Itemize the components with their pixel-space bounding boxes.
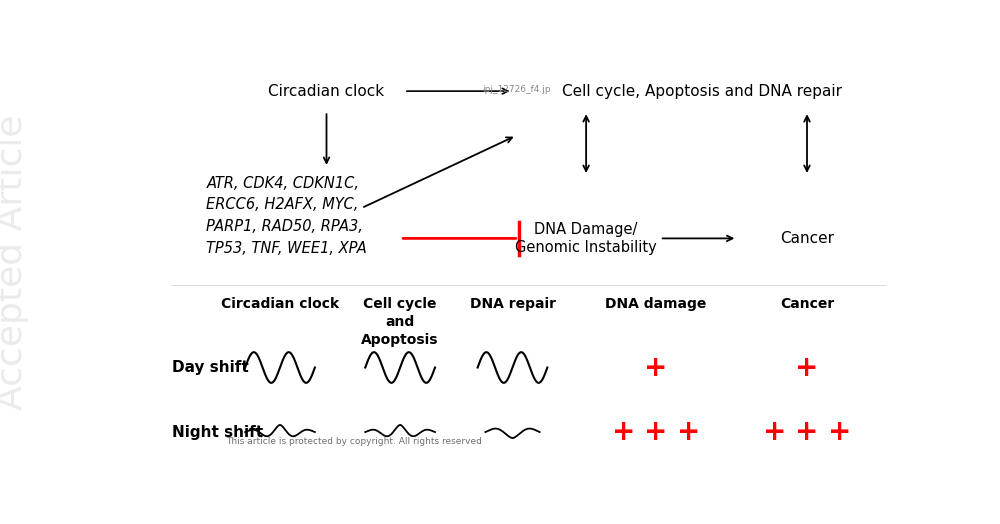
Text: ipj_12726_f4.jp: ipj_12726_f4.jp bbox=[482, 84, 551, 94]
Text: +: + bbox=[795, 354, 819, 381]
Text: +: + bbox=[644, 354, 668, 381]
Text: +: + bbox=[763, 418, 786, 446]
Text: Cell cycle
and
Apoptosis: Cell cycle and Apoptosis bbox=[361, 297, 439, 346]
Text: Night shift: Night shift bbox=[172, 424, 263, 440]
Text: +: + bbox=[828, 418, 851, 446]
Text: Cell cycle, Apoptosis and DNA repair: Cell cycle, Apoptosis and DNA repair bbox=[562, 84, 842, 99]
Text: +: + bbox=[612, 418, 635, 446]
Text: This article is protected by copyright. All rights reserved: This article is protected by copyright. … bbox=[226, 437, 482, 446]
Text: ATR, CDK4, CDKN1C,
ERCC6, H2AFX, MYC,
PARP1, RAD50, RPA3,
TP53, TNF, WEE1, XPA: ATR, CDK4, CDKN1C, ERCC6, H2AFX, MYC, PA… bbox=[206, 176, 367, 256]
Text: Cancer: Cancer bbox=[780, 297, 834, 311]
Text: Cancer: Cancer bbox=[780, 231, 834, 246]
Text: Accepted Article: Accepted Article bbox=[0, 114, 29, 410]
Text: DNA Damage/
Genomic Instability: DNA Damage/ Genomic Instability bbox=[515, 222, 657, 255]
Text: +: + bbox=[644, 418, 668, 446]
Text: Circadian clock: Circadian clock bbox=[221, 297, 339, 311]
Text: DNA repair: DNA repair bbox=[470, 297, 556, 311]
Text: DNA damage: DNA damage bbox=[605, 297, 707, 311]
Text: Circadian clock: Circadian clock bbox=[268, 84, 385, 99]
Text: +: + bbox=[795, 418, 819, 446]
Text: Day shift: Day shift bbox=[172, 360, 248, 375]
Text: +: + bbox=[677, 418, 700, 446]
